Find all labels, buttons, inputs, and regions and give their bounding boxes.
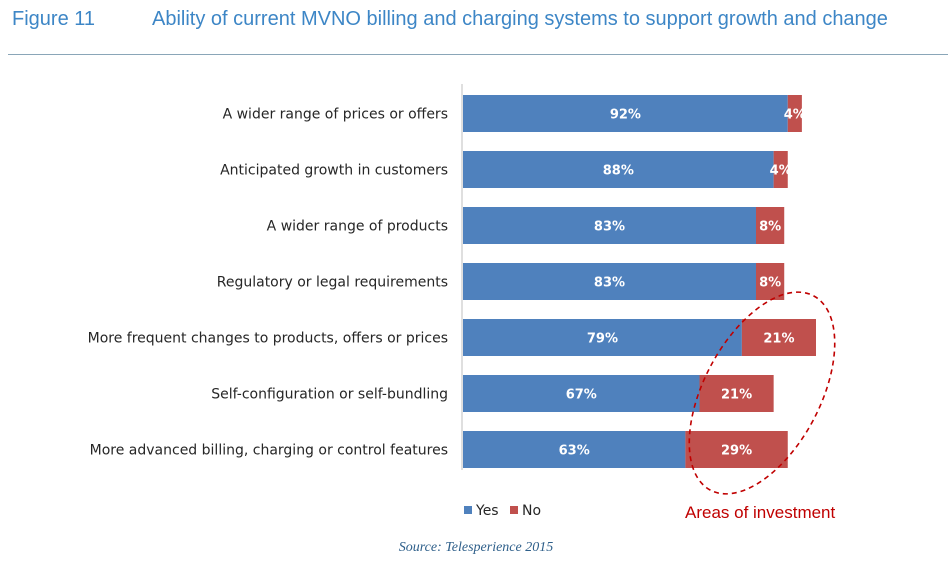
bar-yes bbox=[463, 263, 756, 300]
data-label-no: 21% bbox=[763, 332, 794, 347]
data-label-no: 29% bbox=[721, 444, 752, 459]
bar-yes bbox=[463, 319, 742, 356]
figure-header: Figure 11 Ability of current MVNO billin… bbox=[0, 0, 952, 56]
data-label-yes: 67% bbox=[566, 388, 597, 403]
data-label-no: 21% bbox=[721, 388, 752, 403]
category-label: A wider range of prices or offers bbox=[223, 107, 448, 123]
figure-number: Figure 11 bbox=[12, 8, 96, 30]
bar-yes bbox=[463, 207, 756, 244]
data-label-no: 4% bbox=[770, 164, 792, 179]
category-label: More advanced billing, charging or contr… bbox=[90, 443, 448, 459]
bar-no bbox=[685, 431, 788, 468]
legend-label-yes: Yes bbox=[475, 503, 499, 519]
bar-no bbox=[741, 319, 816, 356]
bar-no bbox=[773, 151, 788, 188]
data-label-yes: 88% bbox=[603, 164, 634, 179]
annotation-label: Areas of investment bbox=[685, 503, 836, 522]
category-label: More frequent changes to products, offer… bbox=[88, 331, 448, 347]
bar-no bbox=[787, 95, 802, 132]
bar-yes bbox=[463, 95, 788, 132]
bar-yes bbox=[463, 151, 774, 188]
bar-no bbox=[755, 207, 785, 244]
bar-no bbox=[755, 263, 785, 300]
category-label: Self-configuration or self-bundling bbox=[211, 387, 448, 403]
legend-swatch-yes bbox=[464, 506, 472, 514]
category-label: Regulatory or legal requirements bbox=[217, 275, 448, 291]
investment-highlight-ellipse bbox=[688, 291, 836, 495]
figure-title: Ability of current MVNO billing and char… bbox=[152, 8, 888, 30]
source-note: Source: Telesperience 2015 bbox=[398, 540, 554, 555]
data-label-yes: 83% bbox=[594, 276, 625, 291]
data-label-yes: 83% bbox=[594, 220, 625, 235]
legend-swatch-no bbox=[510, 506, 518, 514]
data-label-yes: 92% bbox=[610, 108, 641, 123]
data-label-no: 4% bbox=[784, 108, 806, 123]
category-label: Anticipated growth in customers bbox=[220, 163, 448, 179]
bar-no bbox=[699, 375, 774, 412]
category-label: A wider range of products bbox=[267, 219, 448, 235]
legend-label-no: No bbox=[522, 503, 541, 519]
bar-yes bbox=[463, 431, 686, 468]
data-label-no: 8% bbox=[759, 220, 781, 235]
data-label-no: 8% bbox=[759, 276, 781, 291]
stacked-bar-chart: A wider range of prices or offers 92% 4% An… bbox=[88, 84, 836, 522]
header-divider bbox=[8, 54, 948, 55]
bar-yes bbox=[463, 375, 700, 412]
data-label-yes: 63% bbox=[559, 444, 590, 459]
data-label-yes: 79% bbox=[587, 332, 618, 347]
